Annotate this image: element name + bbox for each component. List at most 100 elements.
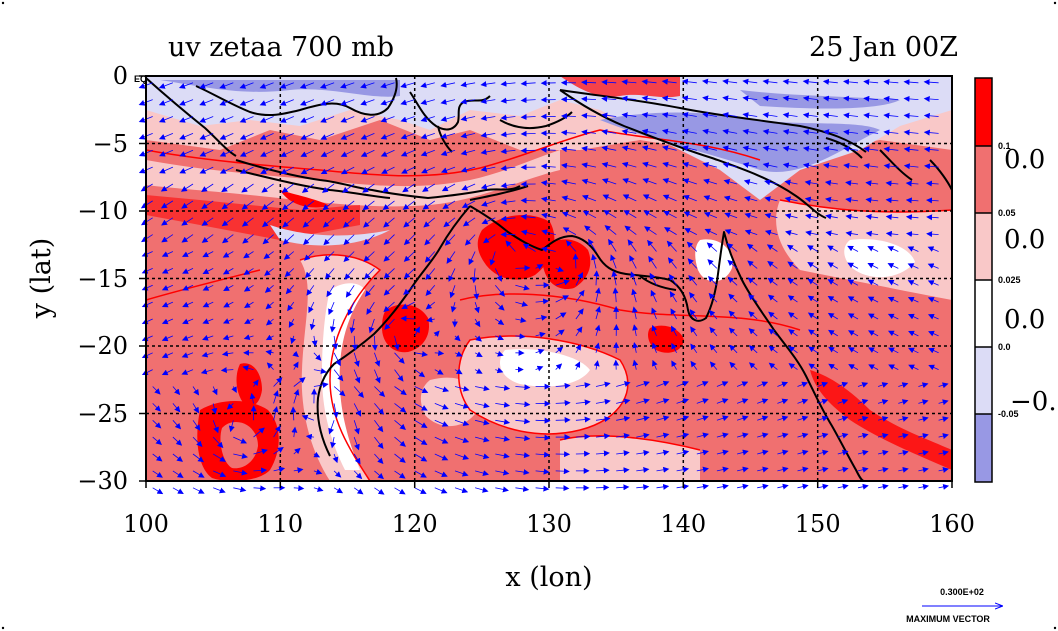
wind-vector [817,466,829,473]
wind-vector [353,420,360,435]
wind-vector [636,484,650,491]
wind-vector [708,275,718,286]
wind-vector [440,98,456,105]
wind-vector [807,245,818,252]
wind-vector [905,180,919,187]
wind-vector [450,301,457,313]
wind-vector [868,330,879,337]
wind-vector [767,294,778,303]
wind-vector [581,96,597,103]
wind-vector [722,162,738,168]
wind-vector [923,95,939,102]
wind-vector [420,82,435,89]
wind-vector [172,420,182,430]
wind-vector [807,295,818,303]
wind-vector [903,129,919,136]
wind-vector [744,212,758,219]
wind-vector [454,453,470,460]
wind-vector [461,183,476,191]
wind-vector [199,99,214,106]
wind-vector [152,403,161,412]
wind-vector [581,79,597,86]
wind-vector [374,420,384,433]
wind-vector [403,234,415,246]
wind-vector [481,200,496,207]
wind-vector [460,132,476,139]
wind-vector [728,327,738,337]
wind-vector [332,403,339,419]
wind-vector [261,200,274,210]
wind-vector [601,112,617,119]
wind-vector [907,263,919,269]
wind-vector [226,403,234,410]
wind-vector [424,234,436,246]
wind-vector [323,234,335,246]
wind-vector [641,145,657,152]
wind-vector [293,467,304,474]
wind-vector [181,352,194,358]
wind-vector [363,217,375,228]
wind-vector [632,359,639,370]
wind-vector [575,399,591,406]
wind-vector [797,483,809,490]
wind-vector [785,230,798,236]
wind-vector [847,279,859,286]
wind-vector [767,277,778,286]
wind-vector [414,453,428,462]
wind-vector [381,166,395,174]
wind-vector [500,131,516,138]
wind-vector [259,116,274,123]
wind-vector [883,79,899,86]
wind-vector [708,292,718,303]
wind-vector [520,114,536,121]
wind-vector [495,418,511,425]
wind-vector [728,310,738,320]
wind-vector [403,284,415,295]
wind-vector [706,242,718,252]
wind-vector [688,275,698,286]
wind-vector [480,166,496,172]
wind-vector [473,285,480,300]
wind-vector [868,347,879,354]
wind-vector [313,368,327,374]
wind-vector [213,470,227,478]
wind-vector [716,398,729,404]
wind-vector [330,437,336,449]
wind-vector [434,386,450,393]
wind-vector [827,295,839,303]
wind-vector [595,398,611,405]
wind-vector [682,145,697,152]
wind-vector [777,466,789,473]
wind-vector [340,116,355,123]
wind-vector [293,447,301,455]
field-vortex-timor [477,215,555,280]
wind-vector [434,403,449,410]
wind-vector [707,259,718,269]
wind-vector [161,352,174,359]
wind-vector [595,381,611,388]
wind-vector [221,217,234,227]
y-axis-label: y (lat) [26,238,57,320]
wind-vector [843,78,859,85]
wind-vector [817,449,829,456]
wind-vector [324,268,335,280]
wind-vector [561,162,576,169]
wind-vector [178,82,194,89]
wind-vector [313,451,321,458]
wind-vector [280,149,294,157]
wind-vector [690,326,698,337]
wind-vector [777,449,789,456]
x-tick-label: 160 [929,510,975,538]
wind-vector [823,129,838,136]
wind-vector [817,398,829,405]
wind-vector [434,419,449,427]
wind-vector [202,284,214,291]
wind-vector [797,398,809,405]
wind-vector [480,183,496,190]
wind-vector [822,112,838,119]
wind-vector [202,301,214,308]
wind-vector [243,334,254,341]
wind-vector [440,166,456,174]
wind-vector [260,149,274,157]
wind-vector [601,79,617,86]
